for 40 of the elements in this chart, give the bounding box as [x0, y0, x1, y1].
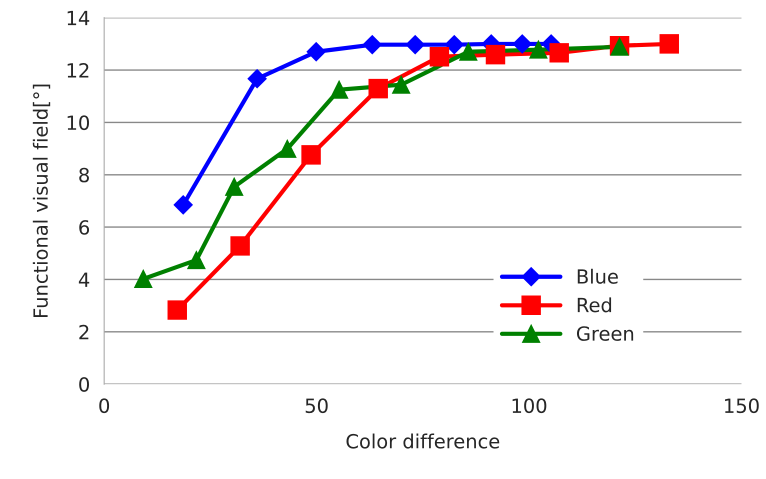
point [660, 34, 679, 54]
point [330, 80, 348, 99]
point [306, 42, 326, 62]
point [174, 195, 193, 214]
y-tick-label: 14 [68, 10, 90, 26]
point [168, 300, 187, 320]
point [512, 34, 532, 54]
y-tick-label: 6 [79, 220, 90, 235]
x-tick-label: 0 [99, 398, 110, 414]
point [278, 140, 296, 158]
y-tick-label: 12 [68, 63, 88, 78]
point [392, 76, 410, 94]
point [459, 42, 478, 61]
point [368, 78, 388, 98]
legend-label: Red [578, 297, 612, 312]
point [248, 69, 267, 88]
point [406, 35, 425, 54]
point [230, 236, 250, 256]
point [549, 43, 569, 63]
point [225, 178, 244, 196]
point [486, 44, 506, 64]
y-tick-label: 8 [79, 168, 89, 182]
legend-label: Blue [578, 268, 618, 284]
x-tick-label: 150 [725, 398, 759, 414]
y-tick-label: 4 [78, 272, 90, 287]
point [430, 47, 450, 66]
legend-label: Green [576, 326, 634, 341]
point [529, 40, 548, 59]
point [187, 251, 206, 270]
point [444, 35, 464, 54]
x-tick-label: 100 [512, 398, 546, 414]
y-tick-label: 2 [79, 324, 88, 340]
x-tick-label: 50 [306, 398, 328, 414]
y-axis-title: Functional visual field[°] [32, 84, 50, 317]
point [301, 145, 321, 165]
x-axis-title: Color difference [346, 434, 500, 449]
y-tick-label: 10 [68, 115, 89, 130]
point [134, 270, 152, 288]
point [362, 35, 382, 54]
y-tick-label: 0 [79, 377, 89, 392]
